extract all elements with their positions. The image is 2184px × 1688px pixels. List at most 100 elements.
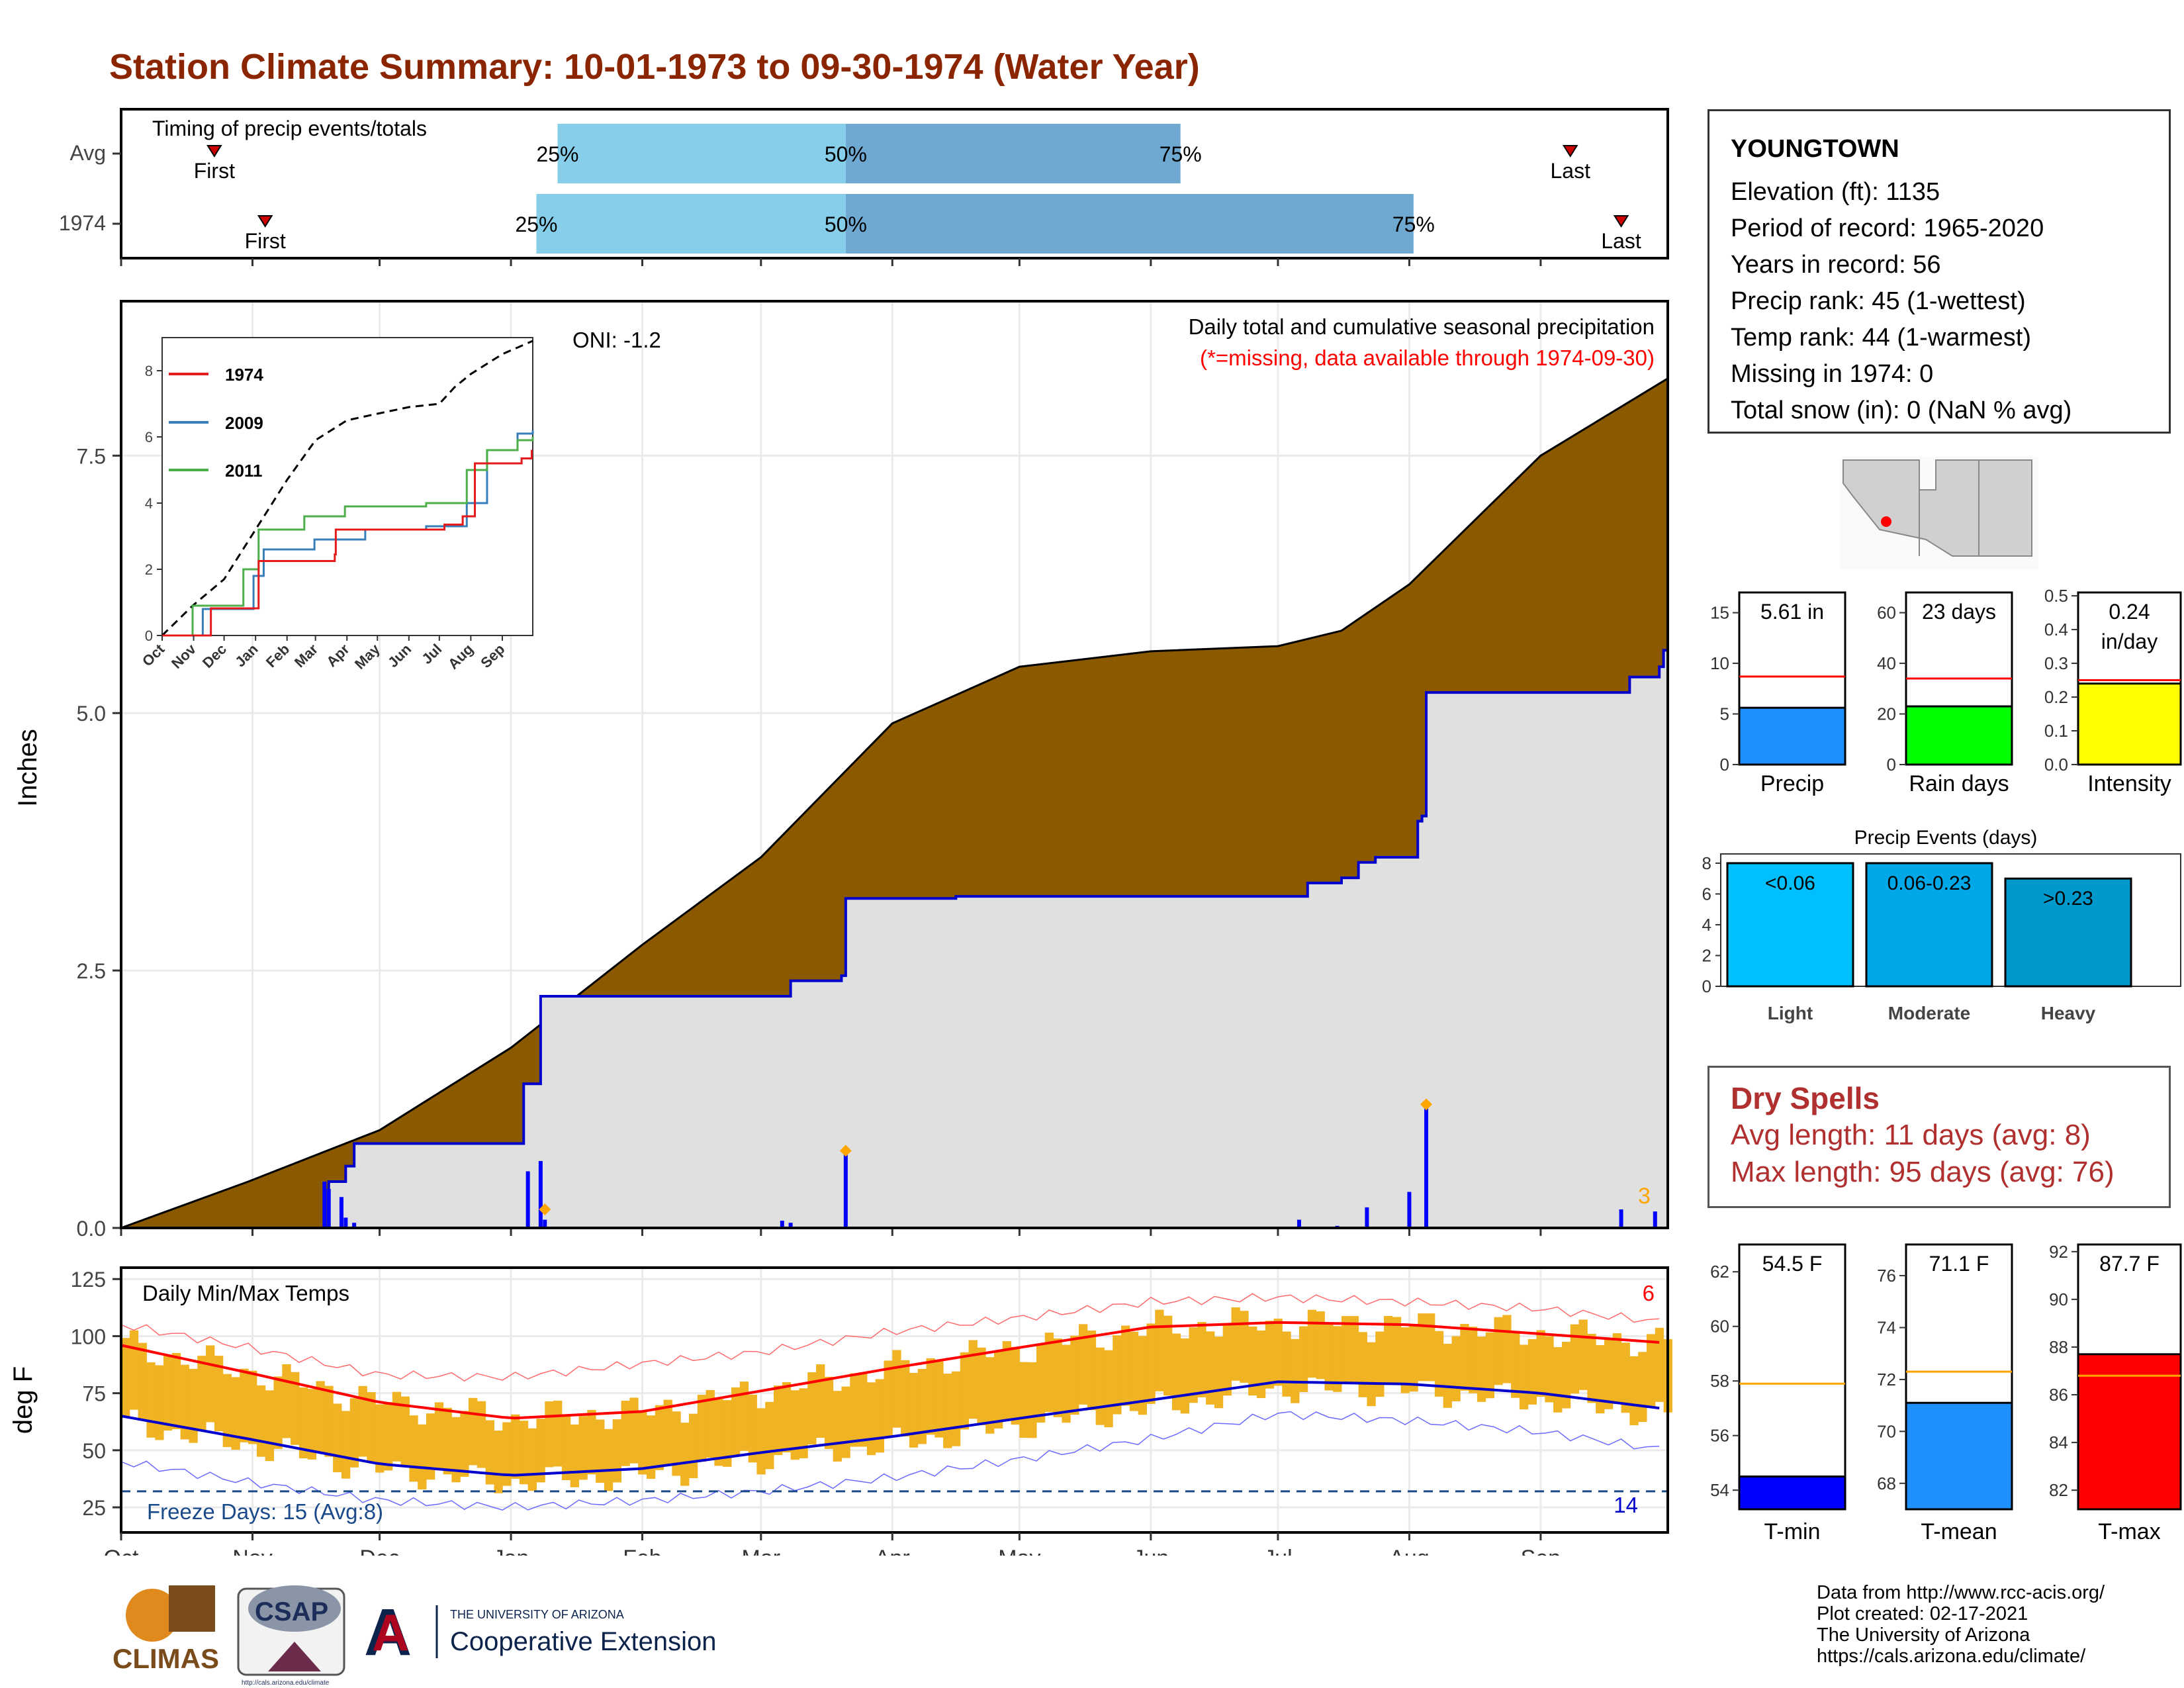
ua-letter-inner-icon: A [372,1603,409,1662]
events-tick-label: 8 [1702,853,1711,873]
temp-y-label: deg F [9,1366,38,1434]
extreme-event-marker [539,1203,551,1215]
small-bar-value-label: 0.24 [2109,600,2150,624]
temp-top-count: 6 [1643,1281,1655,1305]
inset-y-tick-label: 4 [145,495,153,512]
daily-temp-range-bar [1502,1315,1512,1383]
daily-temp-range-bar [926,1358,935,1435]
daily-temp-range-bar [511,1414,520,1479]
freeze-label: Freeze Days: 15 (Avg:8) [147,1499,383,1524]
daily-temp-range-bar [748,1394,757,1463]
daily-precip-bar [543,1219,547,1228]
small-bar-tick-label: 10 [1710,653,1729,673]
daily-temp-range-bar [1485,1332,1494,1399]
main-annotation-missing: (*=missing, data available through 1974-… [1200,346,1655,370]
precip-bar-chart: 0 5 10 15 5.61 in Precip [1710,591,1846,796]
daily-temp-range-bar [672,1411,681,1476]
daily-temp-range-bar [1621,1342,1630,1413]
inset-1974-line [162,449,533,637]
daily-temp-range-bar [545,1401,554,1468]
year-cumulative-area [121,650,1668,1228]
daily-temp-range-bar [604,1429,614,1491]
daily-temp-range-bar [1011,1346,1020,1425]
small-bar-frame [1738,1243,1846,1511]
avg-min-line [120,1380,1660,1477]
main-frame [120,300,1669,1229]
daily-temp-range-bar [951,1371,961,1446]
daily-temp-range-bar [383,1402,393,1471]
daily-precip-bar [788,1223,793,1228]
events-bar-label: <0.06 [1765,872,1815,894]
ua-small-text: THE UNIVERSITY OF ARIZONA [450,1608,624,1621]
daily-temp-range-bar [180,1364,189,1440]
daily-temp-range-bar [1265,1321,1275,1389]
daily-precip-bar [525,1171,530,1228]
daily-temp-range-bar [731,1387,741,1456]
daily-temp-range-bar [1494,1317,1503,1385]
temp-month-label: Jan [493,1546,529,1556]
daily-temp-range-bar [536,1419,545,1483]
daily-temp-range-bar [1044,1333,1054,1413]
daily-temp-range-bar [782,1382,792,1453]
small-bar-value-label: 54.5 F [1762,1252,1823,1276]
daily-temp-range-bar [1129,1331,1139,1411]
daily-temp-range-bar [1545,1336,1554,1403]
daily-temp-range-bar [1460,1323,1469,1391]
daily-temp-range-bar [307,1389,317,1460]
daily-temp-range-bar [1291,1338,1300,1403]
daily-temp-range-bar [1519,1344,1529,1410]
small-bar-value-label: 87.7 F [2099,1252,2160,1276]
daily-temp-range-bar [1400,1327,1410,1393]
extreme-event-marker [839,1145,852,1157]
timing-panel: Timing of precip events/totals Avg 25% 50%… [59,108,1669,266]
small-bar-tick-label: 70 [1877,1421,1896,1441]
daily-temp-range-bar [400,1396,410,1466]
daily-temp-range-bar [1079,1324,1088,1405]
tmin-bar-chart: 54 56 58 60 62 54.5 F T-min [1710,1243,1846,1544]
rain-days-bar-chart: 0 20 40 60 23 days Rain days [1877,591,2013,796]
daily-temp-range-bar [774,1385,783,1456]
daily-precip-bar [843,1150,848,1228]
daily-temp-range-bar [1053,1338,1062,1417]
last-event-marker [1613,215,1629,228]
daily-temp-range-bar [1189,1327,1198,1403]
credit-university: The University of Arizona [1817,1624,2030,1646]
small-bar-value-unit: in/day [2101,630,2158,653]
daily-temp-range-bar [901,1360,910,1437]
main-y-tick-label: 2.5 [77,959,106,983]
small-bar-tick-label: 56 [1710,1426,1729,1446]
daily-temp-range-bar [1655,1327,1664,1402]
daily-temp-range-bar [968,1340,978,1419]
station-info-box: YOUNGTOWN Elevation (ft): 1135 Period of… [1707,109,2171,434]
small-bar-tick-label: 74 [1877,1317,1896,1337]
credits: Data from http://www.rcc-acis.org/ Plot … [1817,1582,2105,1667]
daily-temp-range-bar [171,1352,181,1429]
timing-row-label: 1974 [59,211,106,235]
daily-temp-range-bar [155,1365,164,1440]
events-title: Precip Events (days) [1854,827,2038,849]
small-bar-tick-label: 0.5 [2044,586,2068,606]
daily-temp-range-bar [502,1422,512,1486]
temp-month-label: Dec [359,1546,399,1556]
daily-temp-range-bar [960,1352,970,1430]
events-bar-label: >0.23 [2043,888,2093,910]
daily-temp-range-bar [1612,1333,1622,1405]
daily-temp-range-bar [291,1372,300,1445]
daily-temp-range-bar [1536,1330,1545,1397]
daily-temp-range-bar [460,1411,469,1477]
inset-frame [161,337,533,636]
credit-url: https://cals.arizona.edu/climate/ [1817,1646,2086,1667]
daily-temp-range-bar [1248,1326,1257,1396]
daily-temp-range-bar [850,1373,859,1447]
daily-temp-range-bar [527,1428,537,1491]
daily-temp-range-bar [341,1411,351,1479]
daily-temp-range-bar [1171,1333,1181,1411]
daily-temp-range-bar [1409,1325,1418,1392]
main-y-ticks: 0.0 2.5 5.0 7.5 [77,444,1542,1241]
daily-temp-range-bar [858,1373,868,1447]
last-event-label: Last [1601,229,1641,253]
inset-month-label: Nov [168,640,200,672]
ua-extension-text: Cooperative Extension [450,1627,716,1656]
daily-precip-bar [1424,1104,1429,1228]
main-y-tick-label: 5.0 [77,702,106,726]
